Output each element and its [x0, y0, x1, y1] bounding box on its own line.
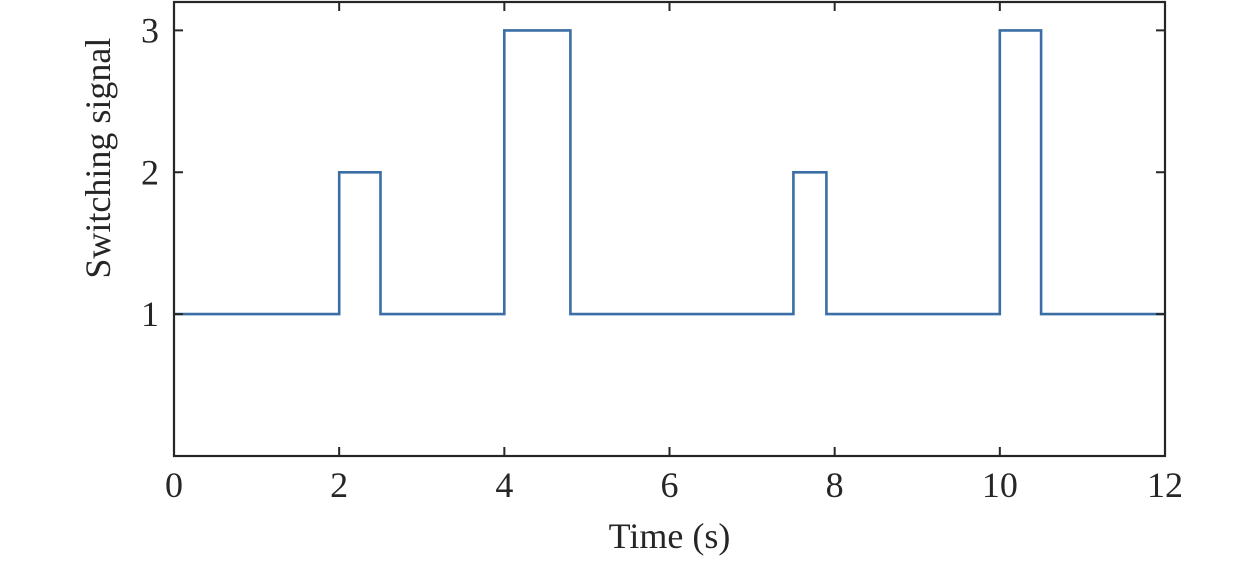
x-tick-label: 12 — [1147, 465, 1183, 505]
x-tick-label: 6 — [661, 465, 679, 505]
y-tick-label: 3 — [141, 10, 159, 50]
x-tick-label: 2 — [330, 465, 348, 505]
y-tick-label: 2 — [141, 152, 159, 192]
y-axis-title: Switching signal — [78, 38, 118, 279]
axes-box — [172, 0, 1167, 458]
y-tick-label: 1 — [141, 294, 159, 334]
series-layer — [174, 29, 1165, 316]
x-tick-label: 8 — [826, 465, 844, 505]
x-tick-label: 0 — [165, 465, 183, 505]
x-tick-label: 4 — [495, 465, 513, 505]
tick-layer — [173, 2, 1166, 456]
x-tick-label: 10 — [982, 465, 1018, 505]
series-line-1 — [174, 29, 1165, 316]
x-axis-title: Time (s) — [609, 516, 731, 556]
plot-area — [172, 0, 1167, 458]
